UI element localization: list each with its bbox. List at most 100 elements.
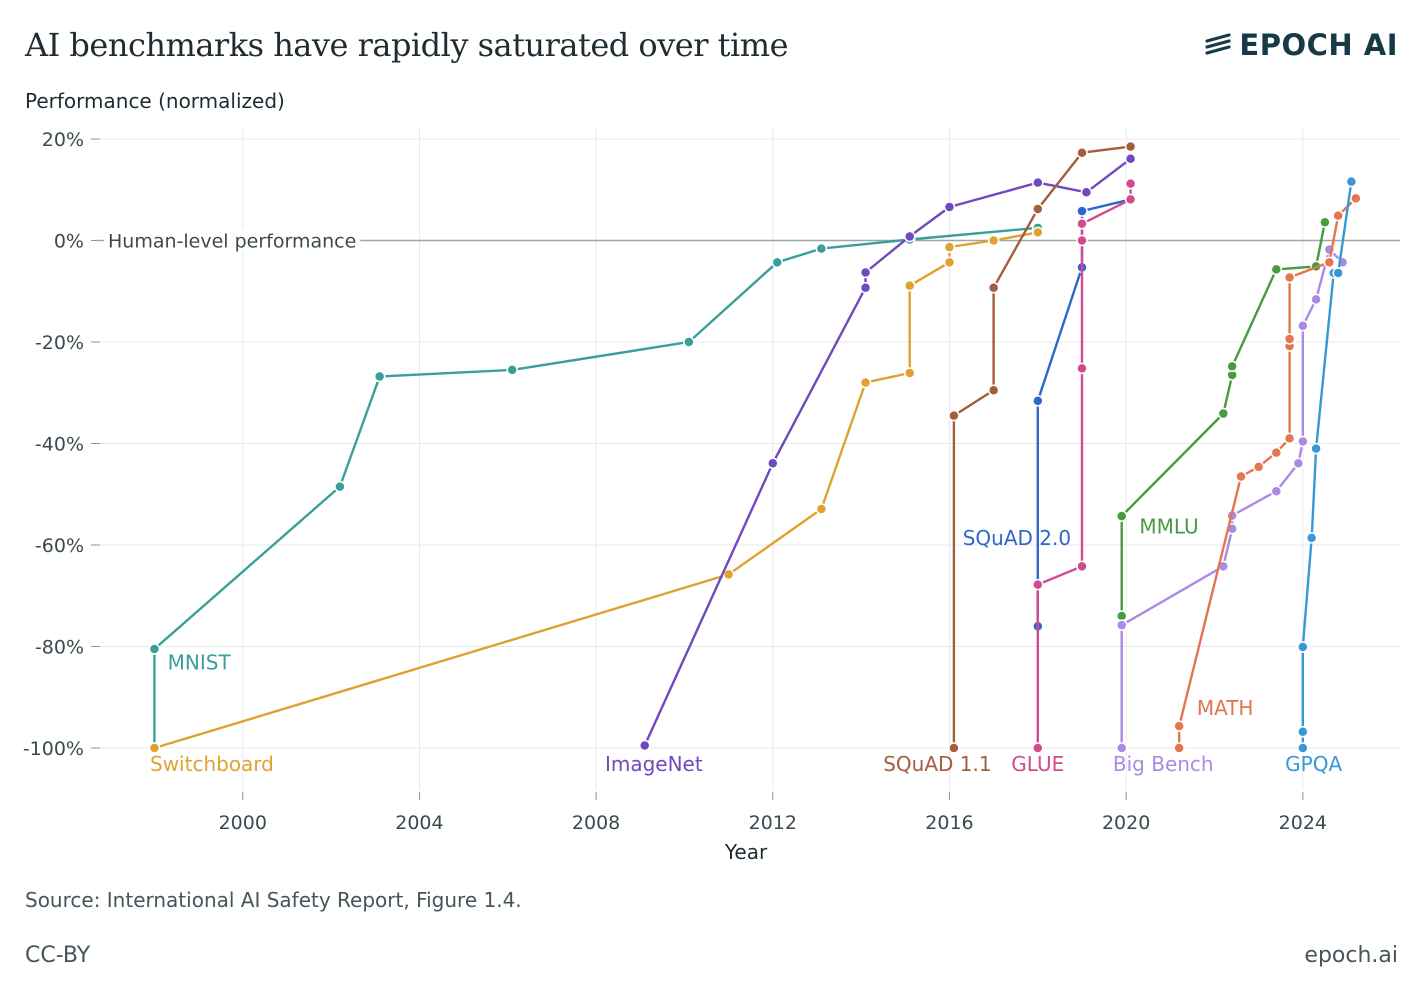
data-point-math[interactable] — [1235, 470, 1247, 483]
series-group — [148, 140, 1362, 754]
series-label-imagenet: ImageNet — [605, 752, 703, 776]
data-point-squad-2-0[interactable] — [1076, 205, 1088, 217]
data-point-math[interactable] — [1283, 333, 1296, 345]
data-point-squad-1-1[interactable] — [948, 742, 960, 754]
data-point-switchboard[interactable] — [903, 367, 916, 379]
data-point-math[interactable] — [1350, 192, 1362, 205]
data-point-switchboard[interactable] — [815, 503, 828, 515]
data-point-switchboard[interactable] — [148, 742, 161, 754]
data-point-glue[interactable] — [1124, 193, 1137, 206]
data-point-glue[interactable] — [1032, 578, 1044, 591]
data-point-mnist[interactable] — [334, 480, 346, 493]
data-point-switchboard[interactable] — [1032, 226, 1044, 239]
data-point-glue[interactable] — [1076, 560, 1088, 573]
data-point-math[interactable] — [1323, 256, 1336, 269]
series-math — [1173, 192, 1362, 754]
y-tick-label: 0% — [54, 231, 84, 253]
data-point-imagenet[interactable] — [1080, 186, 1093, 199]
data-point-big-bench[interactable] — [1115, 742, 1128, 754]
series-label-mmlu: MMLU — [1139, 514, 1198, 538]
license-label: CC-BY — [25, 943, 91, 968]
source-note: Source: International AI Safety Report, … — [25, 888, 522, 912]
data-point-squad-1-1[interactable] — [948, 409, 960, 422]
data-point-squad-2-0[interactable] — [1032, 395, 1044, 407]
data-point-switchboard[interactable] — [903, 279, 916, 292]
data-point-gpqa[interactable] — [1310, 442, 1322, 455]
y-tick-label: -100% — [23, 738, 84, 760]
data-point-squad-1-1[interactable] — [987, 281, 1000, 294]
data-point-squad-1-1[interactable] — [1124, 140, 1137, 153]
data-point-mmlu[interactable] — [1319, 216, 1331, 228]
data-point-gpqa[interactable] — [1332, 267, 1344, 279]
data-point-mnist[interactable] — [506, 364, 518, 376]
data-point-math[interactable] — [1252, 461, 1265, 473]
data-point-glue[interactable] — [1124, 177, 1137, 190]
data-point-gpqa[interactable] — [1297, 726, 1309, 738]
epoch-logo-icon — [1205, 33, 1231, 55]
data-point-switchboard[interactable] — [943, 241, 956, 253]
series-label-big-bench: Big Bench — [1113, 752, 1214, 776]
y-tick-label: 20% — [42, 129, 84, 151]
data-point-math[interactable] — [1270, 446, 1283, 459]
data-point-gpqa[interactable] — [1345, 175, 1358, 188]
data-point-mnist[interactable] — [683, 336, 695, 348]
reference-label-bg — [104, 228, 361, 251]
x-tick-label: 2008 — [572, 812, 620, 834]
series-line-big-bench — [1120, 248, 1344, 748]
data-point-math[interactable] — [1173, 742, 1185, 754]
data-point-math[interactable] — [1332, 209, 1344, 222]
data-point-squad-1-1[interactable] — [1076, 146, 1088, 159]
data-point-mnist[interactable] — [148, 643, 161, 655]
data-point-math[interactable] — [1283, 432, 1296, 445]
data-point-imagenet[interactable] — [1032, 176, 1044, 189]
x-axis-label: Year — [724, 840, 768, 864]
y-tick-label: -80% — [35, 637, 84, 659]
data-point-imagenet[interactable] — [859, 281, 872, 294]
data-point-mmlu[interactable] — [1115, 510, 1128, 522]
x-tick-label: 2020 — [1102, 812, 1150, 834]
data-point-big-bench[interactable] — [1297, 435, 1309, 448]
data-point-glue[interactable] — [1076, 234, 1088, 247]
data-point-imagenet[interactable] — [903, 230, 916, 243]
data-point-squad-1-1[interactable] — [1032, 203, 1044, 215]
data-point-imagenet[interactable] — [767, 457, 779, 470]
data-point-switchboard[interactable] — [859, 376, 872, 389]
data-point-big-bench[interactable] — [1115, 619, 1128, 631]
series-label-glue: GLUE — [1011, 752, 1064, 776]
data-point-mnist[interactable] — [815, 242, 828, 255]
data-point-mmlu[interactable] — [1226, 360, 1238, 373]
series-line-math — [1177, 197, 1357, 748]
data-point-glue[interactable] — [1032, 742, 1044, 754]
brand-name: EPOCH AI — [1239, 28, 1398, 62]
data-point-imagenet[interactable] — [943, 201, 956, 213]
site-link[interactable]: epoch.ai — [1304, 943, 1398, 968]
x-tick-label: 2012 — [749, 812, 797, 834]
data-point-gpqa[interactable] — [1305, 532, 1318, 544]
data-point-glue[interactable] — [1076, 218, 1088, 230]
y-tick-label: -60% — [35, 535, 84, 557]
epoch-ai-logo: EPOCH AI — [1205, 28, 1398, 62]
data-point-big-bench[interactable] — [1270, 485, 1283, 497]
data-point-big-bench[interactable] — [1292, 457, 1305, 470]
data-point-big-bench[interactable] — [1297, 320, 1309, 332]
data-point-big-bench[interactable] — [1310, 293, 1322, 306]
data-point-switchboard[interactable] — [943, 256, 956, 269]
data-point-mnist[interactable] — [373, 370, 386, 383]
data-point-imagenet[interactable] — [859, 266, 872, 279]
data-point-imagenet[interactable] — [1124, 153, 1137, 165]
data-point-gpqa[interactable] — [1297, 742, 1309, 754]
x-tick-label: 2004 — [395, 812, 443, 834]
data-point-glue[interactable] — [1076, 362, 1088, 375]
data-point-imagenet[interactable] — [638, 739, 651, 752]
series-label-squad-2-0: SQuAD 2.0 — [963, 526, 1071, 550]
data-point-switchboard[interactable] — [987, 234, 1000, 247]
chart-title: AI benchmarks have rapidly saturated ove… — [25, 26, 789, 64]
data-point-gpqa[interactable] — [1297, 641, 1309, 653]
series-line-switchboard — [154, 231, 1039, 750]
data-point-mnist[interactable] — [771, 256, 783, 269]
data-point-math[interactable] — [1173, 720, 1185, 732]
data-point-mmlu[interactable] — [1270, 263, 1283, 276]
data-point-mmlu[interactable] — [1217, 407, 1230, 420]
data-point-math[interactable] — [1283, 271, 1296, 284]
data-point-squad-1-1[interactable] — [987, 384, 1000, 396]
